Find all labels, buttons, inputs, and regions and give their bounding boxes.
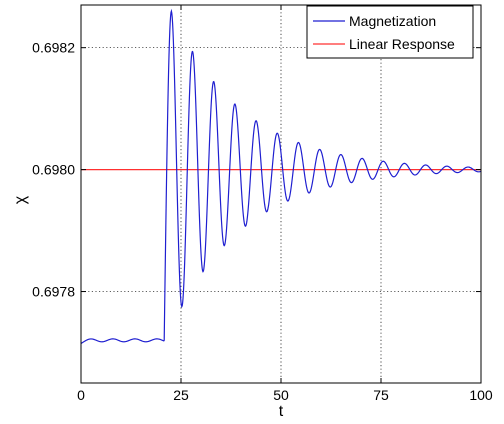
plot-area-background xyxy=(81,5,481,383)
y-axis-label: χ xyxy=(12,195,29,204)
x-tick-label: 0 xyxy=(77,387,85,403)
tick-labels: 0 25 50 75 100 0.6978 0.6980 0.6982 xyxy=(32,40,493,403)
x-axis-label: t xyxy=(279,403,284,420)
legend-label-magnetization: Magnetization xyxy=(349,13,436,29)
x-tick-label: 100 xyxy=(469,387,493,403)
series-magnetization-line xyxy=(80,8,482,345)
y-tick-label: 0.6980 xyxy=(32,162,75,178)
y-tick-label: 0.6978 xyxy=(32,284,75,300)
y-tick-label: 0.6982 xyxy=(32,40,75,56)
x-tick-label: 50 xyxy=(273,387,289,403)
legend-box xyxy=(306,5,474,59)
legend: Magnetization Linear Response xyxy=(306,5,474,59)
series-layer xyxy=(80,8,482,345)
x-tick-label: 25 xyxy=(173,387,189,403)
legend-label-linear-response: Linear Response xyxy=(349,36,455,52)
x-tick-label: 75 xyxy=(373,387,389,403)
